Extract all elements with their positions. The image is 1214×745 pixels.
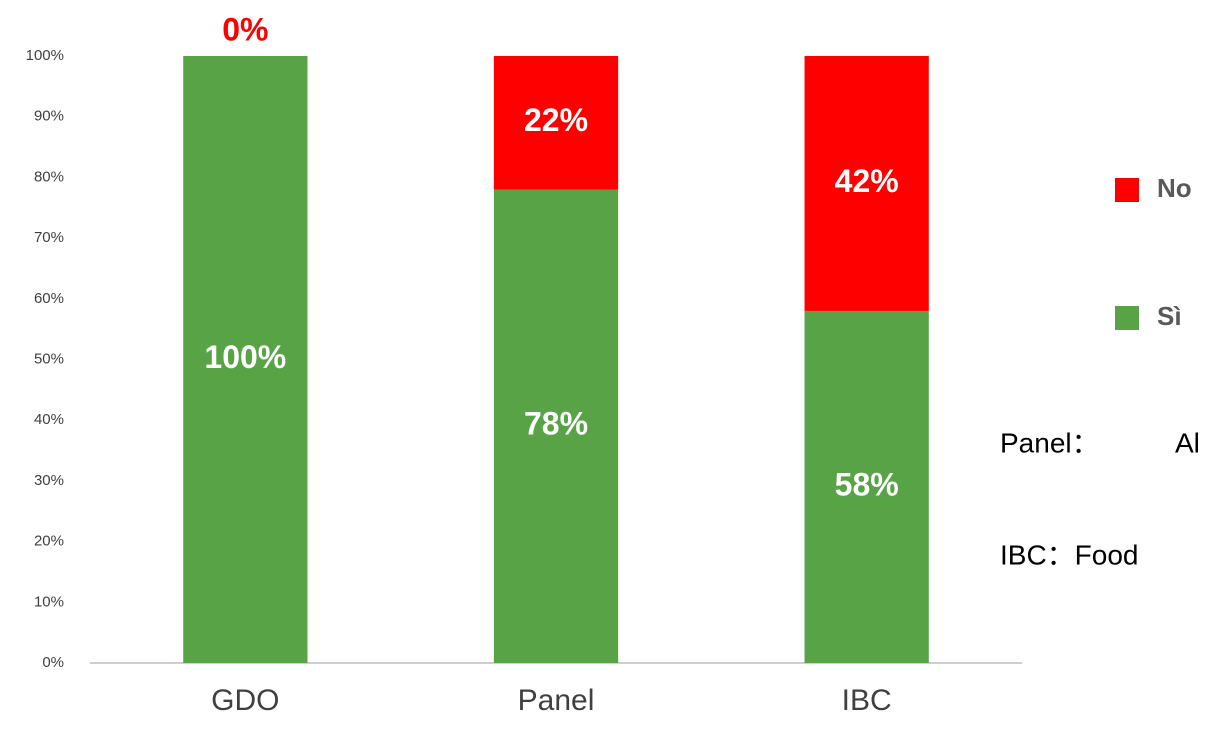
y-tick-label: 90% [34,108,64,125]
x-tick-label: IBC [842,684,892,717]
bar-segment [493,189,619,664]
y-tick-label: 100% [26,47,64,64]
annotation: Panel： [1000,427,1100,458]
legend-swatch [1115,178,1139,202]
legend-label: No [1157,173,1192,203]
annotation: Al [1175,427,1200,458]
bar-segment [804,310,929,663]
y-tick-label: 10% [34,593,64,610]
data-label: 22% [524,102,588,138]
data-label: 42% [835,163,899,199]
bar-segment [804,56,929,311]
bar-segment [493,56,619,190]
data-label: 58% [835,466,899,502]
legend-label: Sì [1157,301,1182,331]
data-label: 0% [222,11,268,47]
bar-segment [183,56,308,663]
annotation: IBC：Food [1000,539,1139,570]
x-tick-label: Panel [518,684,595,717]
y-tick-label: 60% [34,290,64,307]
y-tick-label: 80% [34,168,64,185]
y-tick-label: 40% [34,411,64,428]
y-tick-label: 0% [42,654,64,671]
y-tick-label: 20% [34,533,64,550]
data-label: 78% [524,406,588,442]
legend-swatch [1115,306,1139,330]
y-tick-label: 70% [34,229,64,246]
data-label: 100% [204,339,286,375]
y-tick-label: 50% [34,350,64,367]
y-tick-label: 30% [34,472,64,489]
x-tick-label: GDO [211,684,279,717]
